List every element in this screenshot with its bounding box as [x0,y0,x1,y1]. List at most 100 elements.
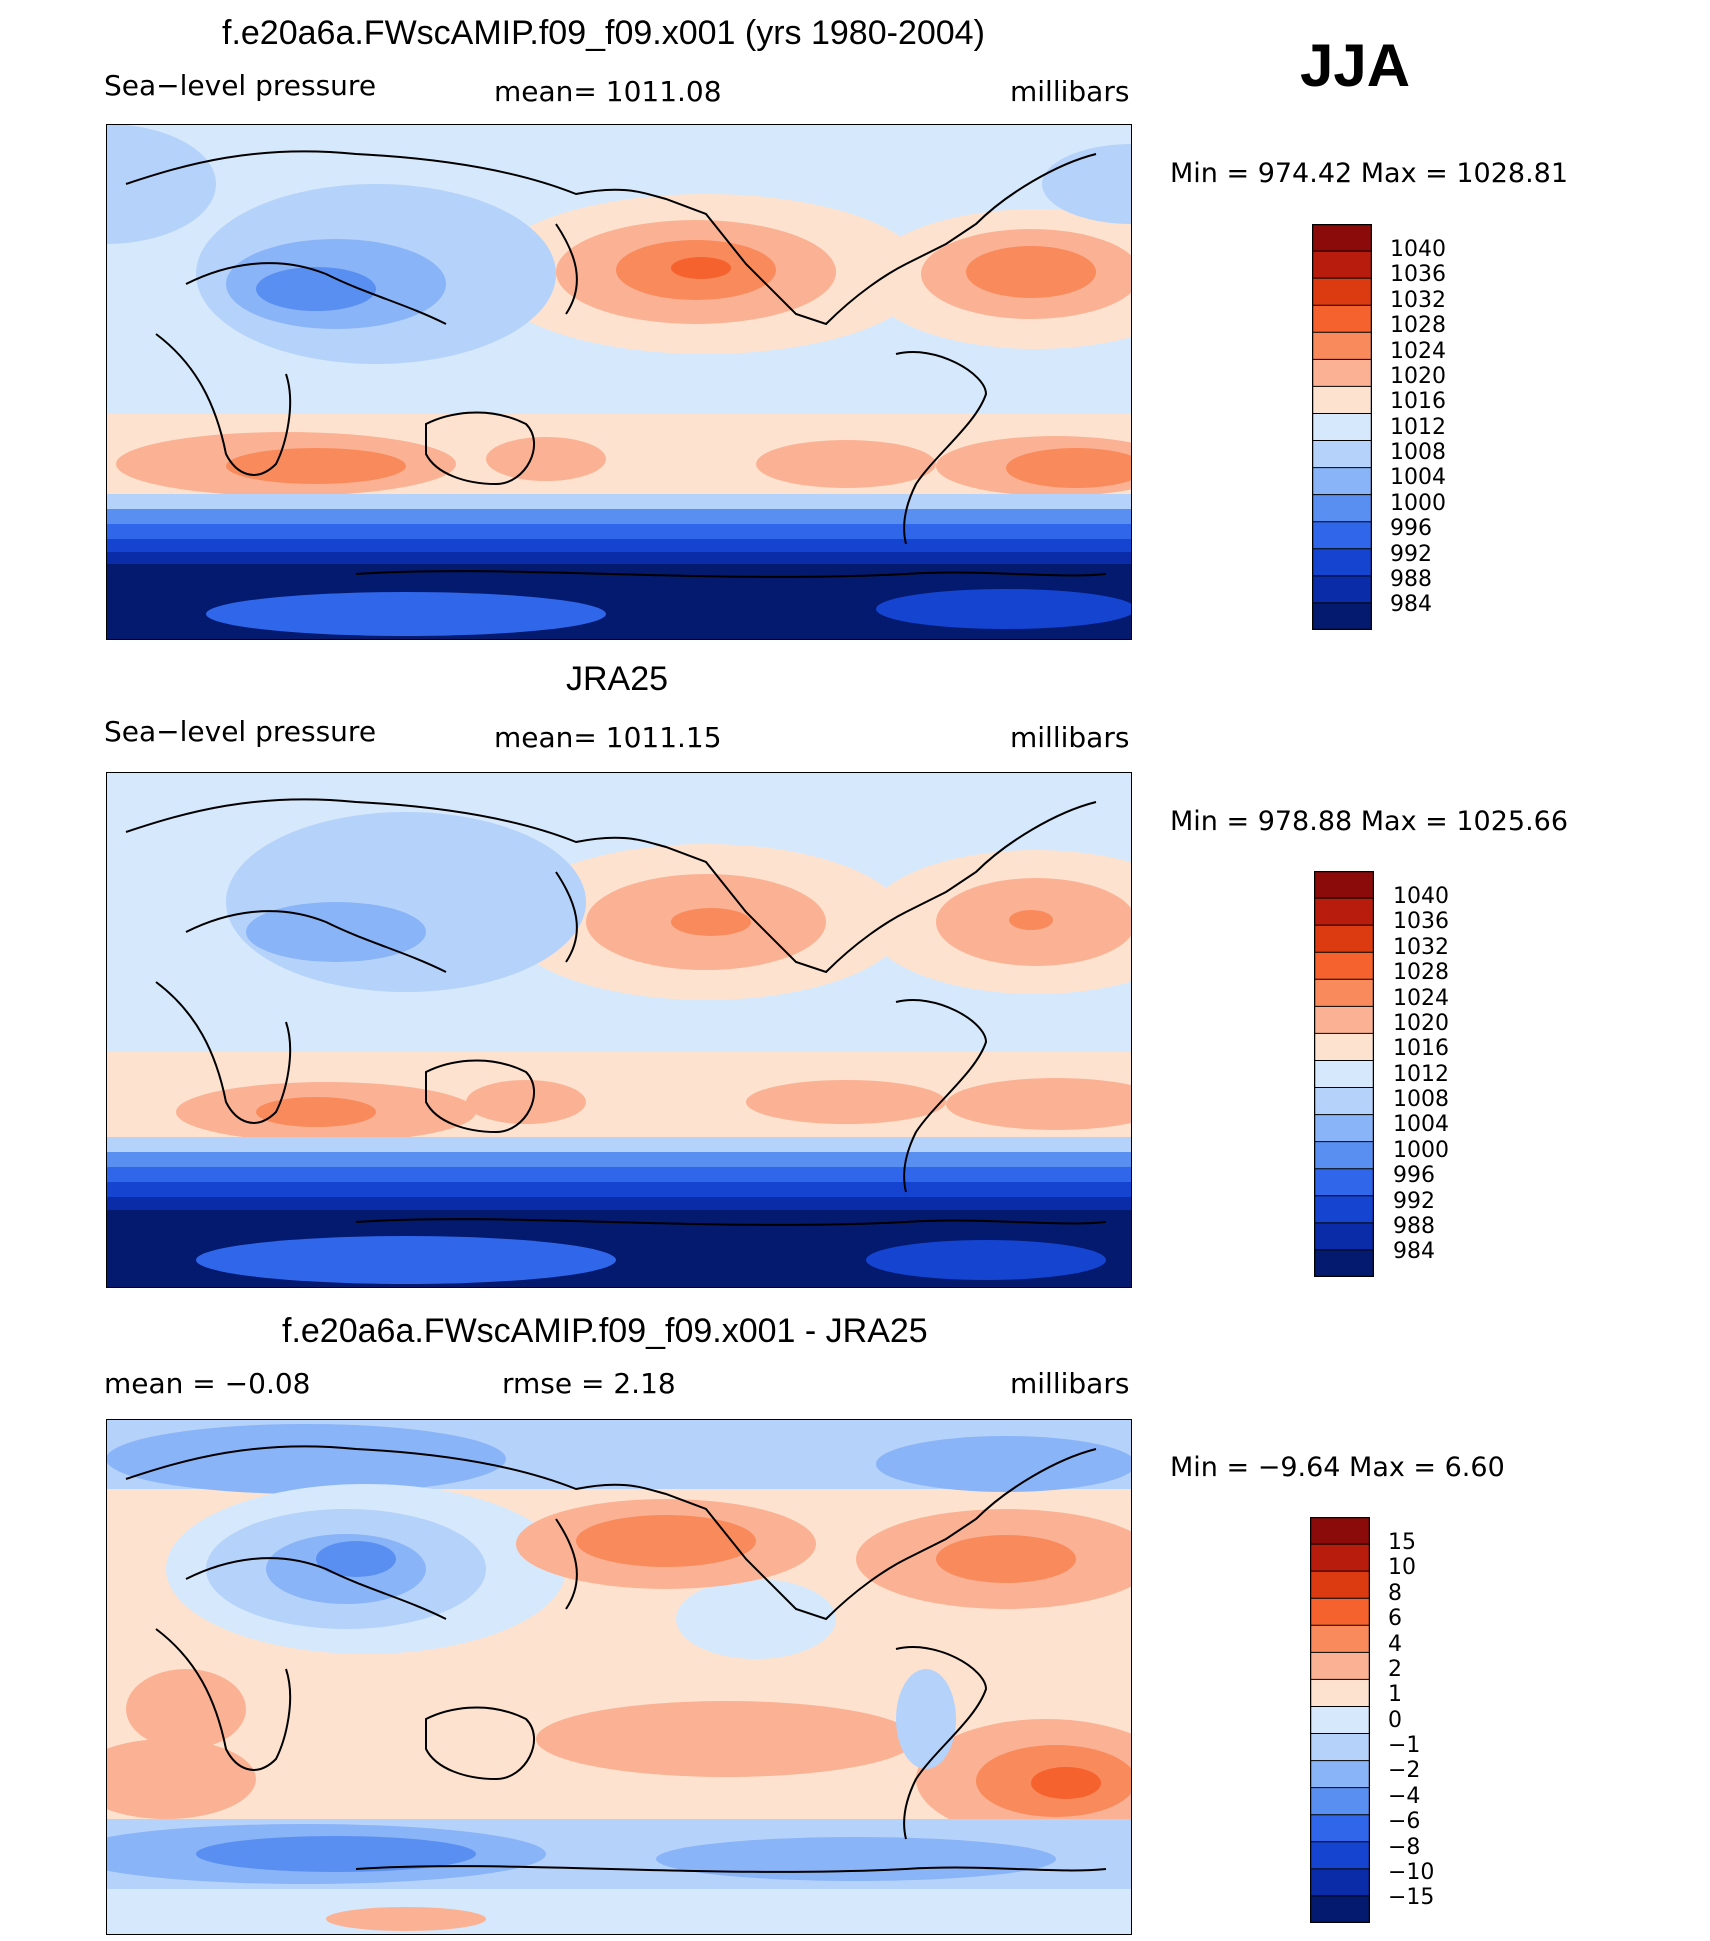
colorbar-swatch [1310,1517,1370,1545]
colorbar-tick-label: −10 [1388,1859,1435,1885]
colorbar-tick-label: 1004 [1390,465,1446,491]
panel-3-mean-label: mean = −0.08 [104,1367,311,1400]
colorbar-swatch [1310,1625,1370,1653]
colorbar-swatch [1310,1571,1370,1599]
colorbar-tick-label: 992 [1393,1188,1435,1214]
panel-2-map [106,772,1132,1288]
colorbar-swatch [1314,898,1374,926]
panel-1-colorbar [1312,224,1372,630]
colorbar-tick-label: −1 [1388,1733,1421,1758]
colorbar-tick-label: 984 [1390,592,1432,618]
colorbar-swatch [1314,1249,1374,1277]
colorbar-swatch [1314,1141,1374,1170]
colorbar-tick-label: 1008 [1390,440,1446,465]
panel-1-variable-label: Sea−level pressure [104,69,377,102]
colorbar-swatch [1312,440,1372,469]
colorbar-tick-label: 1000 [1393,1137,1449,1163]
colorbar-swatch [1314,1114,1374,1143]
panel-2-mean-label: mean= 1011.15 [494,721,722,754]
colorbar-tick-label: 1012 [1390,414,1446,440]
colorbar-tick-label: −15 [1388,1885,1435,1911]
panel-2-colorbar-svg [1314,871,1374,1277]
colorbar-swatch [1310,1652,1370,1680]
colorbar-tick-label: 1000 [1390,490,1446,516]
panel-1-title: f.e20a6a.FWscAMIP.f09_f09.x001 (yrs 1980… [222,14,985,52]
panel-3-colorbar [1310,1517,1370,1923]
colorbar-swatch [1310,1760,1370,1789]
colorbar-tick-label: 6 [1388,1606,1402,1632]
colorbar-swatch [1312,332,1372,360]
colorbar-tick-label: −6 [1388,1809,1421,1835]
panel-3-units-label: millibars [1010,1367,1130,1400]
panel-2-minmax: Min = 978.88 Max = 1025.66 [1170,806,1569,837]
colorbar-tick-label: −8 [1388,1834,1421,1860]
colorbar-tick-label: 1020 [1390,363,1446,389]
colorbar-tick-label: 1024 [1390,338,1446,364]
colorbar-swatch [1312,359,1372,387]
panel-2-variable-label: Sea−level pressure [104,715,377,748]
colorbar-tick-label: 1 [1388,1682,1402,1708]
colorbar-tick-label: 1016 [1390,389,1446,415]
colorbar-swatch [1314,1033,1374,1061]
colorbar-tick-label: 1004 [1393,1112,1449,1138]
panel-3-rmse-label: rmse = 2.18 [502,1367,676,1400]
colorbar-swatch [1310,1841,1370,1870]
colorbar-swatch [1310,1706,1370,1735]
colorbar-tick-label: −4 [1388,1783,1421,1809]
panel-3-map [106,1419,1132,1935]
colorbar-tick-label: 1028 [1390,313,1446,339]
panel-1-minmax: Min = 974.42 Max = 1028.81 [1170,158,1569,189]
colorbar-tick-label: 992 [1390,541,1432,567]
colorbar-swatch [1310,1787,1370,1816]
colorbar-tick-label: −2 [1388,1758,1421,1784]
colorbar-swatch [1312,224,1372,252]
panel-3-minmax: Min = −9.64 Max = 6.60 [1170,1452,1505,1483]
colorbar-swatch [1312,413,1372,442]
colorbar-tick-label: 1032 [1393,934,1449,960]
colorbar-swatch [1314,1060,1374,1089]
colorbar-swatch [1314,1222,1374,1251]
colorbar-tick-label: 1024 [1393,985,1449,1011]
colorbar-swatch [1310,1544,1370,1572]
colorbar-tick-label: 4 [1388,1631,1402,1657]
colorbar-border [1310,1517,1370,1923]
colorbar-tick-label: 0 [1388,1707,1402,1733]
panel-2-colorbar [1314,871,1374,1277]
colorbar-tick-label: 10 [1388,1555,1416,1581]
panel-2-units-label: millibars [1010,721,1130,754]
panel-1-mean-label: mean= 1011.08 [494,75,722,108]
colorbar-tick-label: 2 [1388,1656,1402,1682]
colorbar-swatch [1310,1895,1370,1923]
colorbar-tick-label: 1036 [1390,262,1446,288]
colorbar-tick-label: 988 [1393,1213,1435,1239]
colorbar-swatch [1314,1087,1374,1116]
colorbar-tick-label: 1008 [1393,1087,1449,1112]
colorbar-swatch [1312,575,1372,604]
colorbar-swatch [1314,952,1374,980]
colorbar-swatch [1312,278,1372,306]
colorbar-swatch [1312,467,1372,496]
colorbar-swatch [1314,925,1374,953]
colorbar-tick-label: 1040 [1390,237,1446,262]
colorbar-swatch [1312,251,1372,279]
colorbar-swatch [1310,1814,1370,1843]
panel-1-map [106,124,1132,640]
colorbar-swatch [1310,1733,1370,1762]
colorbar-tick-label: 1028 [1393,960,1449,986]
colorbar-tick-label: 984 [1393,1239,1435,1265]
colorbar-swatch [1312,494,1372,523]
colorbar-tick-label: 988 [1390,566,1432,592]
colorbar-tick-label: 996 [1390,516,1432,542]
colorbar-swatch [1312,521,1372,550]
colorbar-tick-label: 1040 [1393,884,1449,909]
panel-3-colorbar-svg [1310,1517,1370,1923]
colorbar-swatch [1310,1868,1370,1897]
colorbar-tick-label: 1020 [1393,1010,1449,1036]
colorbar-tick-label: 1016 [1393,1036,1449,1062]
colorbar-tick-label: 1032 [1390,287,1446,313]
colorbar-tick-label: 1036 [1393,909,1449,935]
colorbar-border [1312,224,1372,630]
colorbar-swatch [1314,1168,1374,1197]
colorbar-swatch [1312,305,1372,333]
panel-3-title: f.e20a6a.FWscAMIP.f09_f09.x001 - JRA25 [282,1312,928,1350]
